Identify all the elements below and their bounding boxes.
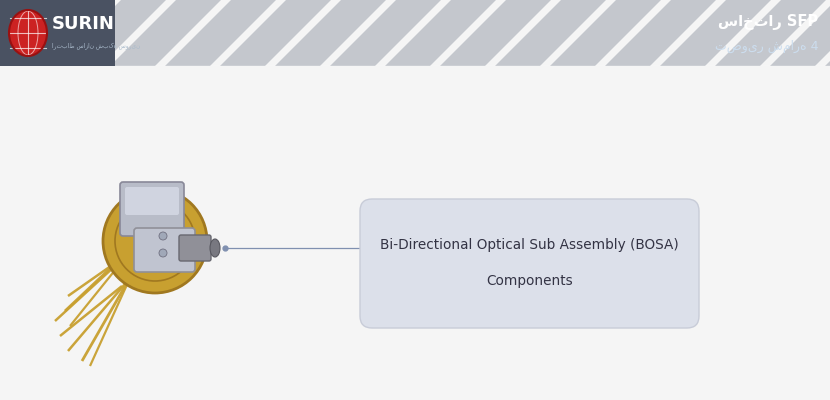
Text: ارتباط سازان شبکه سورین: ارتباط سازان شبکه سورین <box>52 42 140 50</box>
Polygon shape <box>0 0 56 66</box>
Polygon shape <box>275 0 386 66</box>
Polygon shape <box>550 0 661 66</box>
Polygon shape <box>330 0 441 66</box>
Text: Bi-Directional Optical Sub Assembly (BOSA): Bi-Directional Optical Sub Assembly (BOS… <box>380 238 679 252</box>
Ellipse shape <box>210 239 220 257</box>
FancyBboxPatch shape <box>179 235 211 261</box>
Circle shape <box>103 189 207 293</box>
Polygon shape <box>110 0 221 66</box>
Polygon shape <box>660 0 771 66</box>
Polygon shape <box>385 0 496 66</box>
Polygon shape <box>770 0 830 66</box>
Polygon shape <box>220 0 331 66</box>
Polygon shape <box>165 0 276 66</box>
FancyBboxPatch shape <box>125 187 179 215</box>
Polygon shape <box>825 0 830 66</box>
Text: تصویر شماره 4: تصویر شماره 4 <box>715 40 818 52</box>
FancyBboxPatch shape <box>0 0 115 66</box>
Polygon shape <box>0 0 1 66</box>
Polygon shape <box>605 0 716 66</box>
Circle shape <box>159 249 167 257</box>
Text: Components: Components <box>486 274 573 288</box>
Text: ساختار SFP: ساختار SFP <box>718 14 818 30</box>
Polygon shape <box>715 0 826 66</box>
Polygon shape <box>440 0 551 66</box>
Polygon shape <box>495 0 606 66</box>
FancyBboxPatch shape <box>360 199 699 328</box>
Polygon shape <box>0 0 111 66</box>
FancyBboxPatch shape <box>120 182 184 236</box>
Text: SURIN: SURIN <box>52 15 115 33</box>
FancyBboxPatch shape <box>134 228 195 272</box>
Circle shape <box>159 232 167 240</box>
Ellipse shape <box>9 10 47 56</box>
Polygon shape <box>55 0 166 66</box>
